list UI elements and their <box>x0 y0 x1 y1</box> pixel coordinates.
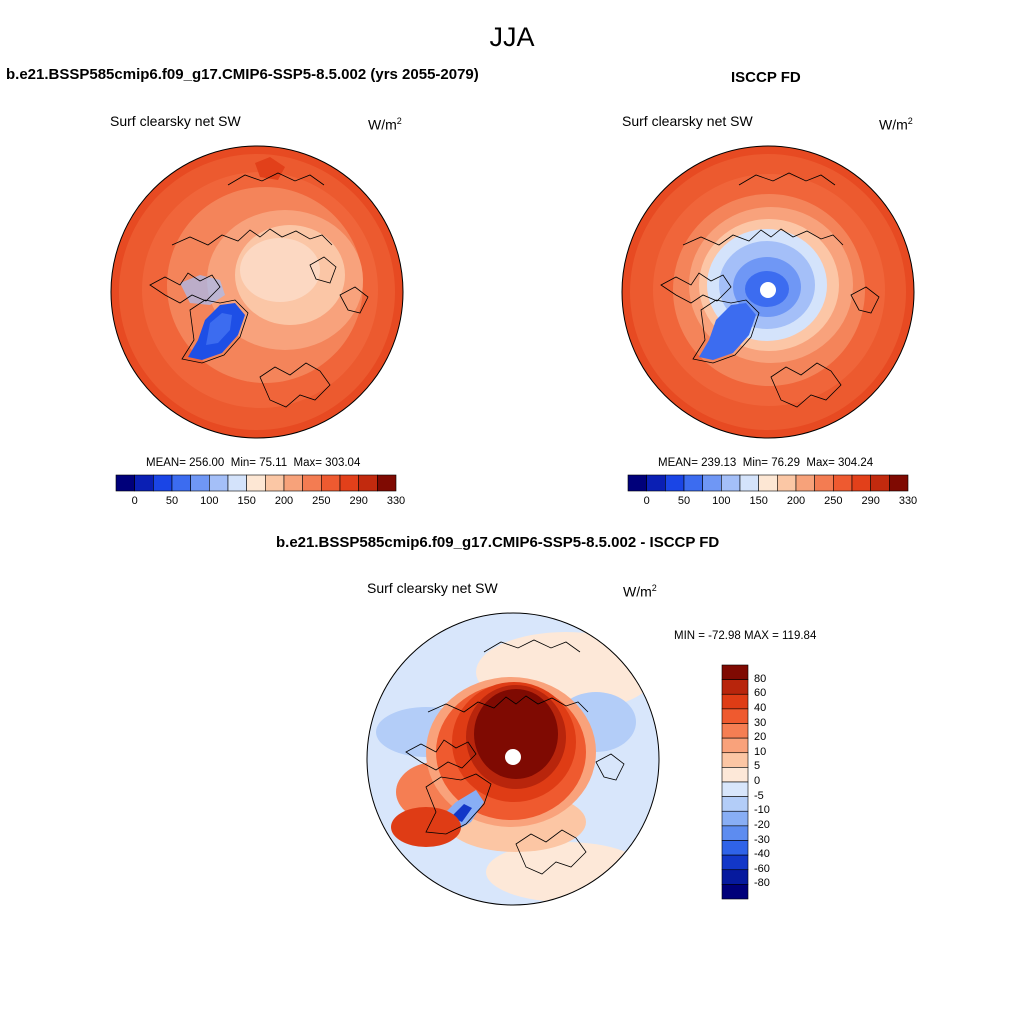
diff-colorbar-tick-label: 60 <box>754 687 767 700</box>
obs-colorbar-box <box>702 474 722 492</box>
obs-variable-label: Surf clearsky net SW <box>622 113 753 129</box>
main-title: JJA <box>489 22 535 52</box>
diff-colorbar-box <box>721 869 749 885</box>
model-colorbar-ticks: 0 50 100 150 200 250 290 330 <box>116 495 406 509</box>
diff-colorbar-tick-label: 0 <box>754 775 761 787</box>
model-colorbar-box <box>265 474 285 492</box>
obs-colorbar-box <box>721 474 741 492</box>
diff-minmax: MIN = -72.98 MAX = 119.84 <box>674 630 817 642</box>
diff-units-label: W/m2 <box>623 583 657 600</box>
diff-colorbar-ticks: 80 60 40 30 20 10 5 0 -5 -10 -20 -30 -40 -60 -80 <box>754 665 794 899</box>
model-colorbar-tick-label: 200 <box>274 495 294 507</box>
model-colorbar-box <box>209 474 229 492</box>
diff-colorbar-box <box>721 693 749 710</box>
model-colorbar-tick-label: 330 <box>386 495 406 507</box>
diff-colorbar-tick-label: -60 <box>754 862 770 875</box>
obs-colorbar-box <box>758 474 778 492</box>
model-colorbar-box <box>283 474 303 492</box>
diff-colorbar-box <box>721 752 749 768</box>
obs-colorbar-box <box>814 474 834 492</box>
obs-colorbar-box <box>889 474 909 492</box>
diff-colorbar-tick-label: 20 <box>754 731 767 744</box>
obs-colorbar-box <box>739 474 759 492</box>
diff-colorbar-tick-label: -10 <box>754 804 770 817</box>
diff-colorbar-tick-label: 40 <box>754 701 767 714</box>
model-colorbar-box <box>339 474 359 492</box>
model-colorbar-box <box>358 474 378 492</box>
model-colorbar-tick-label: 250 <box>312 495 331 507</box>
obs-colorbar-tick-label: 200 <box>786 495 806 507</box>
obs-colorbar-box <box>683 474 703 492</box>
obs-colorbar-tick-label: 150 <box>749 495 768 507</box>
obs-colorbar-tick-label: 100 <box>712 495 731 507</box>
diff-colorbar-tick-label: -20 <box>754 818 770 831</box>
obs-polar-map <box>621 145 915 439</box>
obs-colorbar-tick-label: 290 <box>861 495 880 507</box>
obs-stats: MEAN= 239.13 Min= 76.29 Max= 304.24 <box>658 457 874 469</box>
obs-colorbar-box <box>870 474 890 492</box>
diff-variable-label: Surf clearsky net SW <box>367 580 498 596</box>
diff-colorbar-box <box>721 679 749 695</box>
diff-colorbar-box <box>721 781 749 797</box>
diff-colorbar-tick-label: 80 <box>754 672 767 685</box>
obs-colorbar-box <box>646 474 666 492</box>
model-colorbar-box <box>321 474 341 492</box>
model-colorbar-box <box>171 474 191 492</box>
model-colorbar-box <box>246 474 266 492</box>
diff-case-title: b.e21.BSSP585cmip6.f09_g17.CMIP6-SSP5-8.… <box>276 534 720 551</box>
diff-colorbar-box <box>721 737 749 754</box>
diff-colorbar-box <box>721 884 749 900</box>
diff-colorbar-box <box>721 810 749 827</box>
obs-colorbar-tick-label: 250 <box>824 495 843 507</box>
diff-colorbar-box <box>721 840 749 856</box>
model-colorbar-tick-label: 150 <box>237 495 256 507</box>
model-colorbar-tick-label: 100 <box>200 495 219 507</box>
diff-colorbar-tick-label: -40 <box>754 848 770 861</box>
obs-colorbar-tick-label: 50 <box>677 495 691 507</box>
obs-colorbar-box <box>777 474 797 492</box>
obs-colorbar-ticks: 0 50 100 150 200 250 290 330 <box>628 495 918 509</box>
diff-colorbar-tick-label: -5 <box>754 789 764 802</box>
obs-colorbar-box <box>795 474 815 492</box>
obs-units-label: W/m2 <box>879 116 913 133</box>
model-colorbar-box <box>377 474 397 492</box>
model-units-label: W/m2 <box>368 116 402 133</box>
diff-colorbar-box <box>721 796 749 812</box>
model-colorbar-tick-label: 290 <box>349 495 368 507</box>
model-colorbar <box>115 474 397 492</box>
diff-polar-map <box>366 612 660 906</box>
model-colorbar-box <box>115 474 135 492</box>
diff-colorbar-tick-label: -80 <box>754 877 770 890</box>
obs-colorbar <box>627 474 909 492</box>
model-colorbar-box <box>153 474 173 492</box>
obs-colorbar-box <box>851 474 871 492</box>
model-colorbar-tick-label: 0 <box>131 495 138 507</box>
diff-colorbar-box <box>721 767 749 783</box>
model-colorbar-box <box>134 474 154 492</box>
diff-colorbar-box <box>721 664 749 680</box>
model-colorbar-box <box>227 474 247 492</box>
model-case-title: b.e21.BSSP585cmip6.f09_g17.CMIP6-SSP5-8.… <box>6 66 479 83</box>
obs-colorbar-box <box>665 474 685 492</box>
diff-colorbar-box <box>721 708 749 724</box>
diff-colorbar-tick-label: -30 <box>754 833 770 846</box>
obs-colorbar-box <box>627 474 647 492</box>
obs-colorbar-box <box>833 474 853 492</box>
obs-colorbar-tick-label: 330 <box>898 495 918 507</box>
model-colorbar-box <box>190 474 210 492</box>
diff-colorbar-tick-label: 30 <box>754 716 767 729</box>
diff-colorbar-box <box>721 854 749 871</box>
diff-colorbar-box <box>721 723 749 739</box>
model-colorbar-box <box>302 474 322 492</box>
model-stats: MEAN= 256.00 Min= 75.11 Max= 303.04 <box>146 457 361 469</box>
model-variable-label: Surf clearsky net SW <box>110 113 241 129</box>
diff-colorbar <box>721 664 749 900</box>
diff-colorbar-box <box>721 825 749 841</box>
model-polar-map <box>110 145 404 439</box>
model-colorbar-tick-label: 50 <box>165 495 179 507</box>
obs-case-title: ISCCP FD <box>731 69 801 86</box>
diff-colorbar-tick-label: 5 <box>754 760 761 773</box>
obs-colorbar-tick-label: 0 <box>643 495 650 507</box>
diff-colorbar-tick-label: 10 <box>754 745 767 758</box>
